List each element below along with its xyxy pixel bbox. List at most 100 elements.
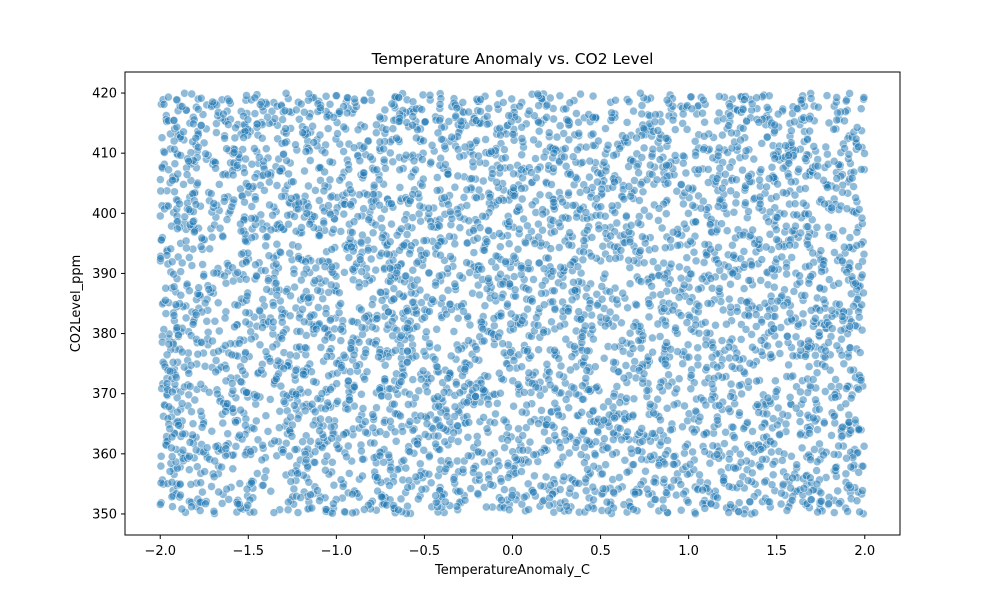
scatter-point bbox=[250, 425, 258, 433]
scatter-point bbox=[563, 502, 571, 510]
scatter-point bbox=[523, 401, 531, 409]
scatter-point bbox=[715, 144, 723, 152]
scatter-point bbox=[782, 142, 790, 150]
scatter-point bbox=[418, 485, 426, 493]
scatter-point bbox=[726, 102, 734, 110]
scatter-point bbox=[787, 452, 795, 460]
scatter-point bbox=[333, 441, 341, 449]
scatter-point bbox=[291, 283, 299, 291]
scatter-point bbox=[835, 300, 843, 308]
scatter-point bbox=[714, 494, 722, 502]
scatter-point bbox=[271, 437, 279, 445]
scatter-point bbox=[203, 317, 211, 325]
scatter-point bbox=[585, 386, 593, 394]
scatter-point bbox=[569, 201, 577, 209]
scatter-point bbox=[276, 407, 284, 415]
scatter-point bbox=[531, 240, 539, 248]
scatter-point bbox=[215, 488, 223, 496]
scatter-point bbox=[394, 506, 402, 514]
scatter-point bbox=[565, 449, 573, 457]
scatter-point bbox=[518, 408, 526, 416]
scatter-point bbox=[504, 474, 512, 482]
scatter-point bbox=[270, 509, 278, 517]
scatter-point bbox=[162, 284, 170, 292]
scatter-point bbox=[589, 113, 597, 121]
scatter-point bbox=[853, 123, 861, 131]
scatter-point bbox=[166, 367, 174, 375]
scatter-point bbox=[385, 385, 393, 393]
scatter-point bbox=[418, 299, 426, 307]
scatter-point bbox=[597, 203, 605, 211]
scatter-point bbox=[434, 344, 442, 352]
scatter-point bbox=[258, 134, 266, 142]
scatter-point bbox=[692, 152, 700, 160]
scatter-point bbox=[757, 463, 765, 471]
scatter-point bbox=[510, 357, 518, 365]
scatter-point bbox=[239, 367, 247, 375]
scatter-point bbox=[178, 103, 186, 111]
scatter-point bbox=[479, 386, 487, 394]
scatter-point bbox=[853, 497, 861, 505]
scatter-point bbox=[425, 453, 433, 461]
scatter-point bbox=[727, 129, 735, 137]
scatter-point bbox=[650, 478, 658, 486]
scatter-point bbox=[299, 305, 307, 313]
scatter-point bbox=[847, 426, 855, 434]
scatter-point bbox=[847, 366, 855, 374]
scatter-point bbox=[377, 288, 385, 296]
scatter-point bbox=[821, 363, 829, 371]
scatter-point bbox=[495, 230, 503, 238]
scatter-point bbox=[793, 105, 801, 113]
scatter-point bbox=[453, 104, 461, 112]
scatter-point bbox=[369, 424, 377, 432]
scatter-point bbox=[788, 496, 796, 504]
scatter-point bbox=[368, 96, 376, 104]
scatter-point bbox=[807, 496, 815, 504]
scatter-point bbox=[175, 421, 183, 429]
scatter-point bbox=[332, 92, 340, 100]
scatter-point bbox=[539, 210, 547, 218]
scatter-point bbox=[307, 491, 315, 499]
scatter-point bbox=[444, 170, 452, 178]
scatter-point bbox=[444, 286, 452, 294]
scatter-point bbox=[708, 284, 716, 292]
scatter-point bbox=[374, 474, 382, 482]
scatter-point bbox=[771, 313, 779, 321]
scatter-point bbox=[714, 259, 722, 267]
scatter-point bbox=[222, 445, 230, 453]
scatter-point bbox=[294, 205, 302, 213]
scatter-point bbox=[269, 211, 277, 219]
scatter-point bbox=[222, 408, 230, 416]
scatter-point bbox=[719, 306, 727, 314]
scatter-point bbox=[317, 415, 325, 423]
scatter-point bbox=[495, 369, 503, 377]
scatter-point bbox=[292, 141, 300, 149]
scatter-point bbox=[709, 344, 717, 352]
scatter-point bbox=[518, 123, 526, 131]
scatter-point bbox=[274, 357, 282, 365]
scatter-point bbox=[436, 222, 444, 230]
scatter-point bbox=[792, 222, 800, 230]
scatter-point bbox=[330, 225, 338, 233]
scatter-point bbox=[228, 203, 236, 211]
scatter-point bbox=[773, 214, 781, 222]
scatter-point bbox=[292, 366, 300, 374]
scatter-point bbox=[198, 423, 206, 431]
scatter-point bbox=[701, 448, 709, 456]
scatter-point bbox=[742, 147, 750, 155]
scatter-point bbox=[648, 282, 656, 290]
scatter-point bbox=[291, 446, 299, 454]
scatter-point bbox=[376, 201, 384, 209]
scatter-point bbox=[436, 422, 444, 430]
scatter-point bbox=[351, 95, 359, 103]
scatter-point bbox=[428, 296, 436, 304]
scatter-point bbox=[805, 363, 813, 371]
scatter-point bbox=[201, 299, 209, 307]
scatter-point bbox=[748, 469, 756, 477]
scatter-point bbox=[174, 218, 182, 226]
scatter-point bbox=[381, 164, 389, 172]
scatter-point bbox=[699, 486, 707, 494]
scatter-point bbox=[525, 369, 533, 377]
scatter-point bbox=[496, 243, 504, 251]
scatter-point bbox=[418, 106, 426, 114]
